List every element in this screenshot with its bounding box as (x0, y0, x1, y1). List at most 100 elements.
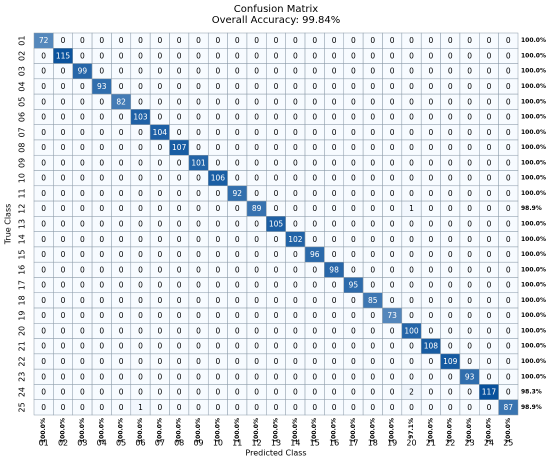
cell-label: 0 (467, 143, 472, 152)
cell-label: 0 (409, 128, 414, 137)
cell-label: 0 (332, 220, 337, 229)
cell-label: 0 (138, 36, 143, 45)
cell-label: 0 (216, 36, 221, 45)
cell-label: 0 (138, 82, 143, 91)
cell-label: 0 (80, 174, 85, 183)
cell-label: 0 (370, 128, 375, 137)
cell-label: 0 (41, 158, 46, 167)
cell-label: 0 (274, 372, 279, 381)
cell-label: 0 (274, 265, 279, 274)
cell-label: 0 (351, 220, 356, 229)
cell-label: 0 (293, 388, 298, 397)
cell-label: 0 (487, 235, 492, 244)
cell-label: 0 (428, 372, 433, 381)
cell-label: 0 (235, 296, 240, 305)
y-tick-label: 11 (18, 188, 27, 198)
cell-label: 0 (157, 250, 162, 259)
cell-label: 109 (443, 357, 458, 366)
cell-label: 0 (506, 143, 511, 152)
cell-label: 0 (312, 372, 317, 381)
cell-label: 0 (428, 235, 433, 244)
cell-label: 0 (41, 51, 46, 60)
cell-label: 0 (99, 342, 104, 351)
col-accuracy: 100.0% (311, 418, 318, 443)
cell-label: 0 (332, 82, 337, 91)
cell-label: 0 (370, 158, 375, 167)
cell-label: 0 (487, 296, 492, 305)
cell-label: 0 (138, 67, 143, 76)
cell-label: 0 (119, 265, 124, 274)
cell-label: 0 (312, 82, 317, 91)
cell-label: 0 (119, 281, 124, 290)
col-accuracy: 100.0% (350, 418, 357, 443)
y-tick-label: 09 (18, 158, 27, 168)
cell-label: 0 (409, 67, 414, 76)
cell-label: 0 (99, 97, 104, 106)
x-tick-label: 23 (465, 439, 475, 448)
cell-label: 0 (332, 357, 337, 366)
cell-label: 0 (157, 281, 162, 290)
row-accuracy: 100.0% (521, 282, 546, 289)
cell-label: 0 (390, 67, 395, 76)
cell-label: 0 (332, 403, 337, 412)
cell-label: 0 (293, 372, 298, 381)
cell-label: 0 (332, 372, 337, 381)
cell-label: 0 (351, 326, 356, 335)
cell-label: 0 (293, 265, 298, 274)
cell-label: 0 (487, 36, 492, 45)
cell-label: 0 (390, 265, 395, 274)
cell-label: 0 (80, 220, 85, 229)
cell-label: 0 (370, 342, 375, 351)
cell-label: 0 (177, 388, 182, 397)
cell-label: 0 (41, 67, 46, 76)
col-accuracy: 100.0% (466, 418, 473, 443)
cell-label: 0 (274, 82, 279, 91)
cell-label: 0 (157, 51, 162, 60)
row-accuracy: 100.0% (521, 37, 546, 44)
cell-label: 0 (177, 265, 182, 274)
cell-label: 0 (487, 357, 492, 366)
cell-label: 0 (119, 235, 124, 244)
row-accuracy: 100.0% (521, 266, 546, 273)
cell-label: 0 (157, 220, 162, 229)
cell-label: 100 (404, 326, 419, 335)
cell-label: 0 (196, 281, 201, 290)
cell-label: 0 (274, 128, 279, 137)
cell-label: 0 (332, 36, 337, 45)
row-accuracy: 100.0% (521, 83, 546, 90)
x-tick-label: 05 (116, 439, 126, 448)
x-tick-label: 03 (77, 439, 87, 448)
cell-label: 0 (254, 67, 259, 76)
y-tick-label: 05 (18, 97, 27, 107)
x-tick-label: 22 (445, 439, 455, 448)
cell-label: 0 (428, 326, 433, 335)
cell-label: 0 (428, 36, 433, 45)
cell-label: 0 (506, 220, 511, 229)
cell-label: 0 (177, 51, 182, 60)
row-accuracy: 100.0% (521, 312, 546, 319)
cell-label: 0 (196, 342, 201, 351)
cell-label: 0 (196, 372, 201, 381)
cell-label: 0 (312, 311, 317, 320)
cell-label: 0 (293, 403, 298, 412)
cell-label: 0 (351, 372, 356, 381)
cell-label: 0 (216, 357, 221, 366)
cell-label: 0 (99, 326, 104, 335)
cell-label: 0 (61, 82, 66, 91)
cell-label: 0 (61, 235, 66, 244)
cell-label: 0 (293, 174, 298, 183)
x-tick-label: 06 (135, 439, 145, 448)
cell-label: 0 (138, 250, 143, 259)
cell-label: 0 (351, 36, 356, 45)
cell-label: 0 (41, 265, 46, 274)
x-tick-label: 08 (174, 439, 184, 448)
cell-label: 0 (467, 67, 472, 76)
cell-label: 0 (138, 342, 143, 351)
cell-label: 0 (216, 250, 221, 259)
y-tick-label: 19 (18, 311, 27, 321)
cell-label: 0 (138, 158, 143, 167)
cell-label: 0 (41, 143, 46, 152)
x-tick-label: 02 (58, 439, 68, 448)
cell-label: 0 (99, 158, 104, 167)
cell-label: 0 (41, 113, 46, 122)
